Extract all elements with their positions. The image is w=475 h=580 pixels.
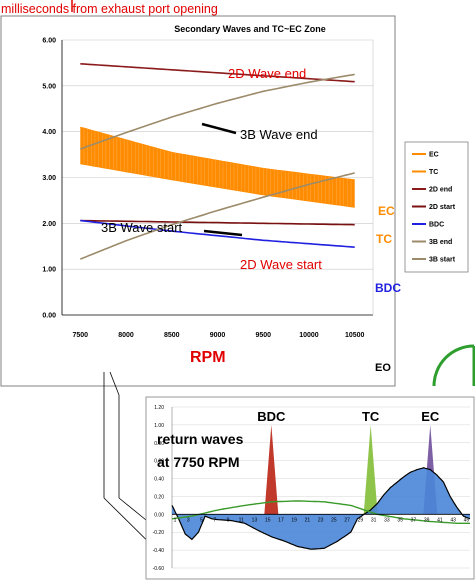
secondary-wave-curve — [171, 500, 470, 524]
inset-x-tick-label: 31 — [371, 517, 377, 523]
inset-caption-line2: at 7750 RPM — [157, 454, 239, 470]
inset-caption-line1: return waves — [157, 431, 244, 447]
inset-y-tick-label: 0.20 — [154, 494, 164, 500]
inset-x-tick-label: 17 — [278, 517, 284, 523]
y-tick-label: 5.00 — [42, 83, 56, 90]
chart-title: Secondary Waves and TC~EC Zone — [174, 24, 325, 34]
inset-y-tick-label: 1.20 — [154, 405, 164, 411]
inset-x-tick-label: 7 — [213, 517, 216, 523]
inset-y-tick-label: 0.00 — [154, 512, 164, 518]
inset-y-tick-label: 0.40 — [154, 477, 164, 483]
annotation-rpm: RPM — [190, 349, 226, 366]
marker-spike-tc — [363, 424, 378, 515]
y-tick-label: 4.00 — [42, 129, 56, 136]
inset-x-tick-label: 39 — [424, 517, 430, 523]
annotation-eo: EO — [375, 362, 391, 374]
marker-label-tc: TC — [362, 409, 380, 424]
inset-y-tick-label: -0.40 — [153, 548, 165, 554]
inset-x-tick-label: 1 — [174, 517, 177, 523]
series-line-bdc — [80, 219, 355, 248]
series-line-3b-end — [80, 73, 355, 150]
connector-line — [118, 497, 147, 521]
y-tick-label: 3.00 — [42, 175, 56, 182]
x-tick-label: 10500 — [345, 332, 365, 339]
main-y-axis: 0.00 1.00 2.00 3.00 4.00 5.00 6.00 — [42, 38, 56, 320]
inset-x-tick-label: 5 — [200, 517, 203, 523]
legend-label: TC — [429, 169, 438, 176]
inset-x-tick-label: 15 — [265, 517, 271, 523]
legend-label: 2D end — [429, 187, 452, 194]
connector-line — [109, 371, 120, 396]
x-tick-label: 8000 — [118, 332, 134, 339]
inset-y-axis: 1.20 1.00 0.80 0.60 0.40 0.20 0.00 -0.20 -0.40 -0… — [153, 405, 165, 572]
main-gridlines — [61, 39, 374, 316]
inset-x-tick-label: 19 — [291, 517, 297, 523]
x-tick-label: 10000 — [299, 332, 319, 339]
inset-x-tick-label: 43 — [450, 517, 456, 523]
legend-label: 2D start — [429, 204, 456, 211]
annotation-3b-wave-start: 3B Wave start — [101, 220, 183, 235]
pointer-3b-wave-end — [201, 122, 237, 135]
legend: EC TC 2D end 2D start BDC 3B end 3B start — [404, 141, 469, 273]
tc-ec-zone-band — [80, 127, 355, 208]
legend-label: BDC — [429, 222, 444, 229]
legend-label: 3B end — [429, 239, 452, 246]
marker-label-ec: EC — [421, 409, 440, 424]
inset-x-tick-label: 23 — [318, 517, 324, 523]
annotation-2d-wave-start: 2D Wave start — [240, 257, 322, 272]
y-tick-label: 0.00 — [42, 313, 56, 320]
x-tick-label: 9500 — [255, 332, 271, 339]
pointer-3b-wave-start — [203, 229, 243, 237]
marker-label-bdc: BDC — [257, 409, 286, 424]
series-line-ec — [80, 126, 355, 181]
inset-y-tick-label: -0.20 — [153, 530, 165, 536]
marker-spike-bdc — [264, 424, 279, 515]
inset-y-tick-label: -0.60 — [153, 566, 165, 572]
inset-y-tick-label: 1.00 — [154, 423, 164, 429]
y-tick-label: 6.00 — [42, 38, 56, 45]
y-tick-label: 1.00 — [42, 267, 56, 274]
inset-y-tick-label: 0.60 — [154, 459, 164, 465]
series-line-3b-start — [80, 172, 355, 260]
annotation-3b-wave-end: 3B Wave end — [240, 127, 318, 142]
pressure-wave-outline — [171, 467, 471, 550]
legend-label: EC — [429, 152, 439, 159]
series-line-2d-start — [80, 219, 355, 226]
inset-x-tick-label: 33 — [384, 517, 390, 523]
annotation-bdc: BDC — [375, 281, 401, 295]
annotation-2d-wave-end: 2D Wave end — [228, 66, 306, 81]
pressure-wave-area — [172, 467, 470, 550]
inset-series: BDC TC EC — [171, 409, 471, 550]
inset-x-tick-label: 13 — [252, 517, 258, 523]
inset-x-tick-label: 3 — [187, 517, 190, 523]
inset-x-tick-label: 11 — [239, 517, 244, 523]
main-x-axis: 7500 8000 8500 9000 9500 10000 10500 — [73, 332, 365, 339]
header-note: milliseconds from exhaust port opening — [1, 2, 218, 16]
inset-x-tick-label: 41 — [437, 517, 443, 523]
inset-x-tick-label: 29 — [358, 517, 364, 523]
green-arc-decoration — [432, 344, 475, 387]
x-tick-label: 7500 — [73, 332, 89, 339]
inset-x-tick-label: 25 — [331, 517, 337, 523]
inset-x-tick-label: 35 — [397, 517, 403, 523]
annotation-tc: TC — [376, 232, 392, 246]
inset-x-tick-label: 37 — [411, 517, 417, 523]
inset-y-tick-label: 0.80 — [154, 441, 164, 447]
y-tick-label: 2.00 — [42, 221, 56, 228]
main-series — [80, 63, 355, 260]
series-line-2d-end — [80, 63, 355, 83]
inset-x-axis: 1 3 5 7 9 11 13 15 17 19 21 23 25 27 29 31 33 35 37 39 41 43 4… — [174, 517, 470, 523]
series-line-tc — [80, 163, 355, 208]
inset-x-tick-label: 21 — [305, 517, 311, 523]
x-tick-label: 9000 — [210, 332, 226, 339]
legend-label: 3B start — [429, 257, 456, 264]
inset-x-tick-label: 9 — [227, 517, 230, 523]
annotation-ec: EC — [378, 204, 395, 218]
tc-ec-zone-area — [80, 127, 355, 208]
x-tick-label: 8500 — [164, 332, 180, 339]
inset-x-tick-label: 27 — [344, 517, 350, 523]
inset-x-tick-label: 45 — [464, 517, 470, 523]
